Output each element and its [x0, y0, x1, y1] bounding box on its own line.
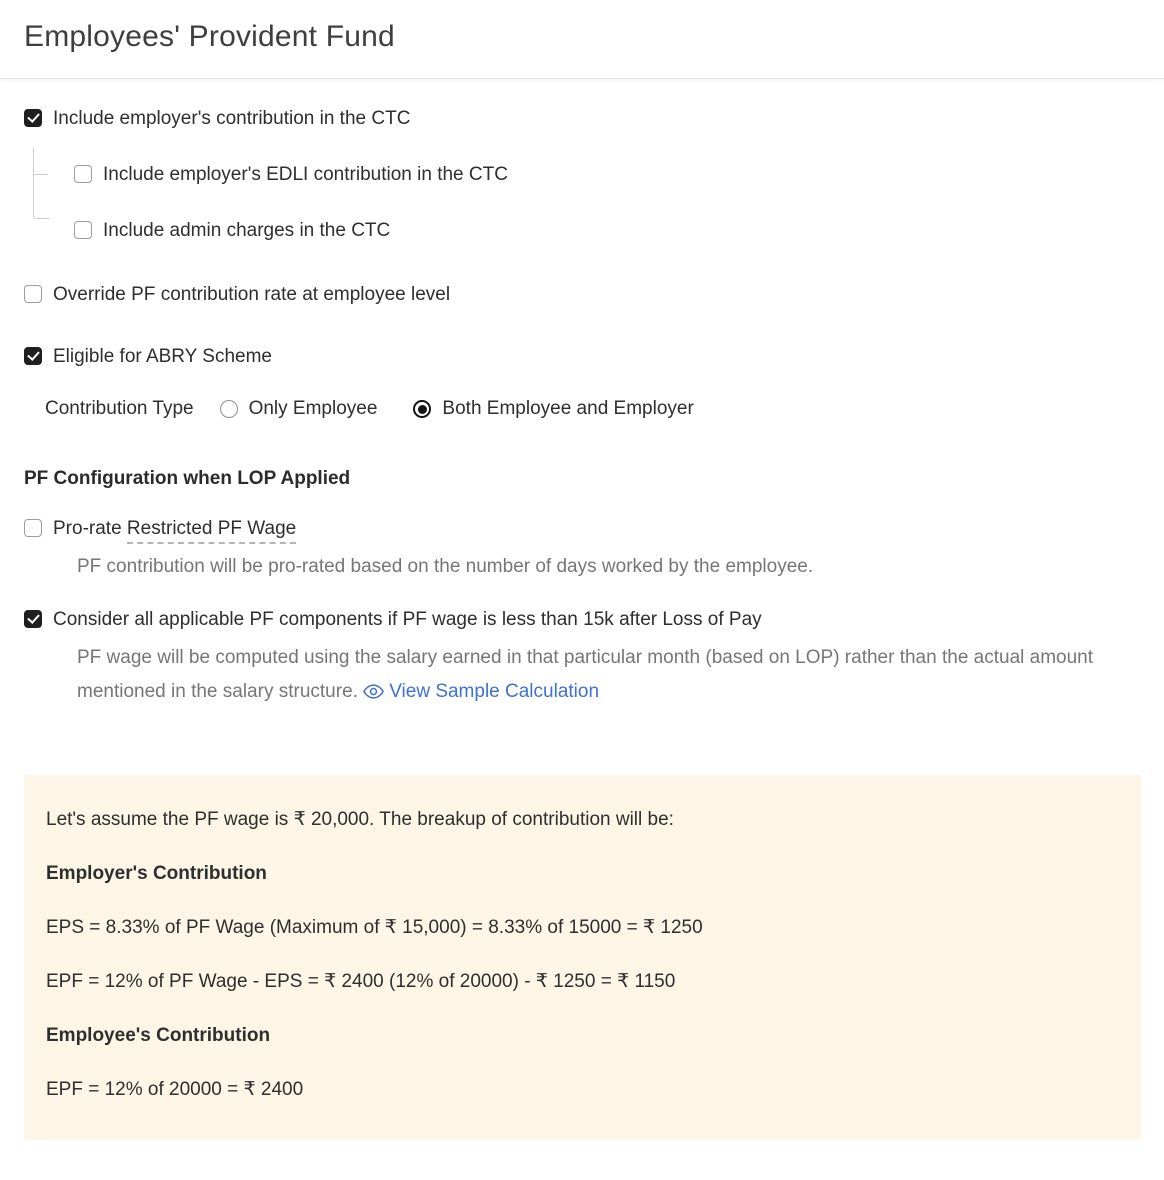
radio-only-employee[interactable] — [219, 400, 238, 418]
checkbox-override-pf-rate[interactable] — [24, 285, 42, 303]
checkbox-row-abry-scheme[interactable]: Eligible for ABRY Scheme — [24, 344, 1140, 370]
checkbox-row-consider-all-pf-components[interactable]: Consider all applicable PF components if… — [24, 607, 1140, 633]
lop-section-heading: PF Configuration when LOP Applied — [24, 468, 351, 489]
radio-option-both-employee-employer[interactable]: Both Employee and Employer — [413, 396, 694, 422]
sample-calculation-box: Let's assume the PF wage is ₹ 20,000. Th… — [24, 775, 1141, 1139]
ctc-sub-options: Include employer's EDLI contribution in … — [24, 148, 1140, 244]
checkbox-label-abry-scheme[interactable]: Eligible for ABRY Scheme — [53, 346, 272, 367]
checkbox-include-admin-ctc[interactable] — [74, 221, 92, 239]
checkbox-label-consider-all-pf-components[interactable]: Consider all applicable PF components if… — [53, 609, 762, 630]
checkbox-label-include-admin-ctc[interactable]: Include admin charges in the CTC — [103, 220, 391, 241]
pf-settings-form: Include employer's contribution in the C… — [0, 79, 1164, 1139]
employee-epf-calculation-line: EPF = 12% of 20000 = ₹ 2400 — [46, 1079, 304, 1100]
checkbox-row-override-pf-rate[interactable]: Override PF contribution rate at employe… — [24, 282, 1140, 308]
prorate-help-text: PF contribution will be pro-rated based … — [77, 556, 814, 577]
radio-option-only-employee[interactable]: Only Employee — [219, 396, 378, 422]
checkbox-label-include-edli-ctc[interactable]: Include employer's EDLI contribution in … — [103, 164, 508, 185]
radio-both-employee-employer[interactable] — [413, 400, 432, 418]
view-sample-calculation-link[interactable]: View Sample Calculation — [363, 681, 599, 702]
consider-all-help-text: PF wage will be computed using the salar… — [77, 647, 1094, 702]
page-title: Employees' Provident Fund — [24, 20, 395, 53]
page-header: Employees' Provident Fund — [0, 0, 1164, 79]
checkbox-label-include-employer-ctc[interactable]: Include employer's contribution in the C… — [53, 108, 411, 129]
view-sample-calculation-label: View Sample Calculation — [389, 681, 600, 702]
checkbox-include-employer-ctc[interactable] — [24, 109, 42, 127]
checkbox-row-include-admin-ctc[interactable]: Include admin charges in the CTC — [74, 218, 1140, 244]
checkbox-label-prorate-restricted-pf-wage[interactable]: Pro-rate Restricted PF Wage — [53, 516, 297, 544]
employer-contribution-heading: Employer's Contribution — [46, 863, 267, 884]
radio-label-both-employee-employer[interactable]: Both Employee and Employer — [442, 398, 694, 419]
checkbox-include-edli-ctc[interactable] — [74, 165, 92, 183]
checkbox-row-include-employer-ctc[interactable]: Include employer's contribution in the C… — [24, 106, 1140, 132]
checkbox-abry-scheme[interactable] — [24, 347, 42, 365]
checkbox-consider-all-pf-components[interactable] — [24, 610, 42, 628]
eye-icon — [363, 684, 385, 699]
checkbox-row-include-edli-ctc[interactable]: Include employer's EDLI contribution in … — [33, 162, 1140, 188]
radio-label-only-employee[interactable]: Only Employee — [248, 398, 378, 419]
checkbox-label-override-pf-rate[interactable]: Override PF contribution rate at employe… — [53, 284, 451, 305]
employee-contribution-heading: Employee's Contribution — [46, 1025, 271, 1046]
epf-calculation-line: EPF = 12% of PF Wage - EPS = ₹ 2400 (12%… — [46, 971, 676, 992]
sample-intro-text: Let's assume the PF wage is ₹ 20,000. Th… — [46, 809, 674, 830]
contribution-type-row: Contribution Type Only Employee Both Emp… — [45, 396, 1140, 422]
eps-calculation-line: EPS = 8.33% of PF Wage (Maximum of ₹ 15,… — [46, 917, 703, 938]
checkbox-prorate-restricted-pf-wage[interactable] — [24, 519, 42, 537]
contribution-type-label: Contribution Type — [45, 398, 194, 419]
checkbox-row-prorate-restricted-pf-wage[interactable]: Pro-rate Restricted PF Wage — [24, 516, 1140, 544]
restricted-pf-wage-tooltip-term[interactable]: Restricted PF Wage — [126, 518, 297, 544]
